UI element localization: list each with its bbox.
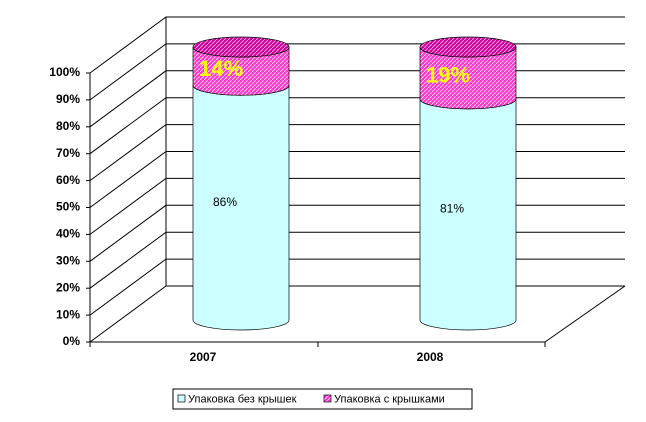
grid-line — [89, 124, 625, 182]
cylinder-segment — [419, 98, 517, 331]
x-tick-label: 2008 — [417, 350, 444, 364]
legend: Упаковка без крышек Упаковка с крышками — [172, 388, 473, 410]
value-label: 86% — [213, 195, 237, 209]
grid-line — [89, 177, 625, 235]
y-tick-label: 60% — [56, 173, 80, 187]
y-tick-label: 80% — [56, 119, 80, 133]
grid-line — [89, 204, 625, 262]
cylinder-top — [419, 36, 517, 58]
grid-line — [89, 16, 625, 74]
cylinder-top — [192, 36, 290, 58]
value-label: 14% — [199, 56, 243, 81]
y-tick-label: 30% — [56, 253, 80, 267]
legend-label: Упаковка без крышек — [188, 393, 297, 405]
floor-edge — [544, 285, 626, 343]
y-tick-label: 40% — [56, 227, 80, 241]
cylinder-segment — [192, 85, 290, 331]
grid-line — [89, 258, 625, 316]
legend-swatch — [177, 394, 186, 403]
grid-line — [89, 97, 625, 155]
y-tick-label: 10% — [56, 307, 80, 321]
y-tick-label: 90% — [56, 92, 80, 106]
grid-line — [89, 285, 625, 343]
value-label: 81% — [440, 202, 464, 216]
y-tick-label: 100% — [49, 65, 80, 79]
grid-line — [89, 151, 625, 208]
y-tick-label: 50% — [56, 200, 80, 214]
grid-line — [89, 231, 625, 289]
legend-label: Упаковка с крышками — [334, 393, 445, 405]
x-tick-label: 2007 — [190, 350, 217, 364]
y-tick-label: 70% — [56, 146, 80, 160]
y-tick-label: 20% — [56, 280, 80, 294]
y-tick-label: 0% — [63, 334, 81, 348]
legend-box — [172, 388, 473, 410]
value-label: 19% — [426, 63, 470, 88]
legend-swatch — [323, 394, 332, 403]
grid-line — [89, 70, 625, 128]
grid-line — [89, 43, 625, 101]
